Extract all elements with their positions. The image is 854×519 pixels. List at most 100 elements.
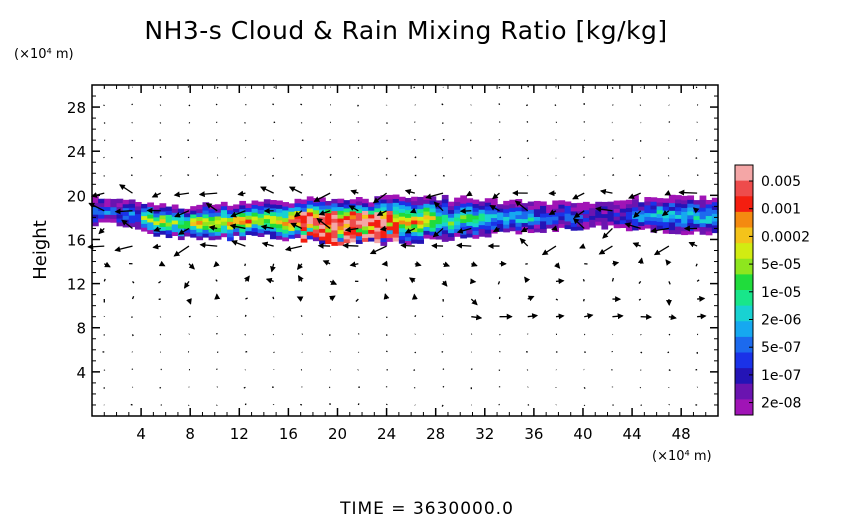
cloud-cell: [312, 221, 320, 226]
cloud-cell: [220, 217, 228, 222]
cloud-cell: [325, 235, 332, 241]
cloud-cell: [153, 216, 161, 222]
cloud-cell: [159, 203, 167, 208]
cloud-cell: [417, 220, 425, 225]
wind-vector: [119, 184, 133, 194]
cloud-cell: [564, 205, 572, 210]
cloud-cell: [644, 197, 652, 202]
wind-vector: [329, 173, 332, 176]
cloud-cell: [527, 205, 535, 210]
cloud-cell: [405, 236, 412, 242]
cloud-cell: [699, 218, 707, 224]
cloud-cell: [368, 233, 375, 238]
cloud-cell: [190, 206, 197, 211]
wind-vector: [329, 295, 336, 302]
cloud-cell: [325, 204, 332, 210]
cloud-cell: [337, 210, 345, 215]
colorbar-swatch: [735, 180, 753, 197]
cloud-cell: [441, 229, 449, 235]
cloud-cell: [711, 213, 719, 218]
wind-vector-field: [87, 85, 707, 407]
wind-vector: [413, 86, 416, 89]
cloud-cell: [675, 214, 682, 219]
cloud-cell: [711, 228, 719, 234]
cloud-cell: [478, 220, 486, 226]
cloud-cell: [472, 230, 480, 235]
colorbar-swatch: [735, 196, 753, 213]
cloud-cell: [441, 218, 449, 223]
cloud-cell: [362, 237, 369, 242]
cloud-cell: [306, 215, 314, 221]
cloud-cell: [576, 206, 584, 212]
cloud-cell: [515, 222, 523, 227]
cloud-cell: [540, 209, 547, 214]
cloud-cell: [619, 219, 627, 225]
cloud-cell: [497, 211, 504, 217]
cloud-cell: [576, 202, 584, 208]
cloud-cell: [294, 221, 302, 227]
cloud-cell: [233, 231, 240, 236]
cloud-cell: [214, 231, 222, 236]
cloud-cell: [675, 229, 682, 235]
cloud-cell: [288, 230, 296, 235]
wind-vector: [633, 210, 642, 219]
cloud-cell: [368, 229, 375, 234]
wind-vector: [541, 245, 557, 256]
colorbar-label: 0.001: [761, 202, 801, 218]
cloud-cell: [405, 217, 412, 222]
cloud-cell: [245, 215, 253, 220]
cloud-cell: [147, 225, 154, 231]
cloud-cell: [276, 215, 283, 221]
cloud-cell: [490, 209, 498, 215]
wind-vector: [582, 279, 585, 282]
wind-vector: [296, 296, 304, 302]
cloud-cell: [282, 213, 289, 219]
cloud-cell: [472, 218, 480, 224]
cloud-cell: [398, 223, 406, 229]
cloud-cell: [668, 194, 676, 200]
cloud-cell: [386, 202, 394, 208]
cloud-cell: [171, 208, 179, 213]
cloud-cell: [386, 214, 394, 219]
cloud-cell: [582, 217, 590, 222]
cloud-cell: [128, 211, 136, 216]
cloud-cell: [441, 194, 449, 200]
wind-vector: [173, 245, 190, 257]
cloud-cell: [269, 227, 277, 232]
cloud-cell: [552, 223, 560, 229]
cloud-cell: [687, 203, 695, 208]
cloud-cell: [214, 219, 222, 225]
cloud-cell: [159, 207, 167, 212]
cloud-cell: [650, 205, 658, 210]
cloud-cell: [429, 211, 437, 217]
cloud-cell: [276, 208, 283, 213]
wind-vector: [87, 243, 105, 250]
cloud-cell: [282, 217, 289, 222]
cloud-cell: [527, 224, 535, 230]
cloud-cell: [607, 220, 615, 226]
cloud-cell: [687, 230, 695, 235]
cloud-cell: [589, 223, 596, 228]
cloud-cell: [288, 226, 296, 232]
cloud-cell: [331, 202, 339, 208]
wind-vector: [158, 260, 166, 267]
cloud-cell: [159, 230, 167, 235]
cloud-cell: [288, 218, 296, 224]
cloud-cell: [368, 206, 375, 211]
wind-vector: [216, 368, 218, 371]
cloud-cell: [699, 230, 707, 235]
cloud-cell: [282, 229, 289, 234]
y-tick-label: 20: [67, 187, 86, 205]
cloud-cell: [386, 221, 394, 227]
cloud-cell: [503, 200, 510, 206]
cloud-cell: [681, 207, 688, 212]
cloud-cell: [527, 209, 535, 214]
wind-vector: [519, 237, 529, 247]
cloud-cell: [257, 232, 265, 237]
cloud-cell: [687, 195, 695, 200]
wind-vector: [650, 227, 670, 234]
cloud-cell: [656, 221, 664, 226]
cloud-cell: [220, 209, 228, 215]
y-tick-label: 4: [76, 364, 86, 382]
cloud-cell: [220, 201, 228, 207]
